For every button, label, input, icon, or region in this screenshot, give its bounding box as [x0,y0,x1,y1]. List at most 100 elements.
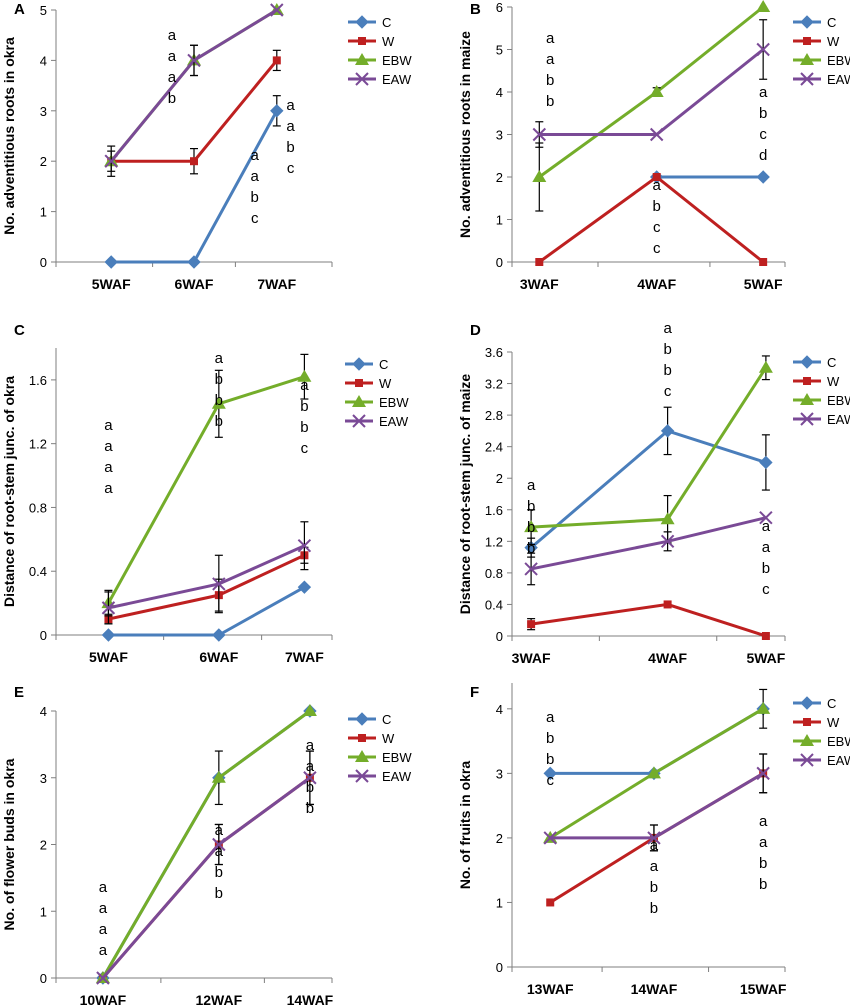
legend-item-w: W [348,34,395,49]
legend-label: EAW [827,753,850,768]
legend-label: W [382,34,395,49]
legend-item-eaw: EAW [348,72,412,87]
data-point [104,154,118,168]
legend-marker [355,750,369,762]
data-point [302,704,317,716]
legend-marker [803,37,811,45]
y-tick-label: 4 [496,702,503,717]
data-point [759,455,773,470]
legend-marker [800,393,814,405]
significance-letter: b [215,864,223,881]
significance-letter: a [99,942,108,959]
significance-letter: b [650,879,658,896]
legend-item-ebw: EBW [793,53,850,68]
marker-stroke [297,539,312,553]
marker-stroke [660,534,675,549]
y-tick-label: 2 [40,838,47,853]
significance-letter: b [215,371,223,388]
data-point [190,157,198,166]
significance-letter: a [650,837,659,854]
legend-marker [355,72,369,86]
significance-letter: c [653,240,661,257]
legend-label: EAW [827,412,850,427]
data-point [524,520,539,533]
significance-letter: a [286,118,295,135]
marker-stroke [303,771,317,785]
data-point [759,258,768,266]
significance-letter: a [251,168,260,185]
chart-panel-c: C 0 0.4 0.8 1.2 1.6 5WAF 6WAF 7WAF Distance of ro… [1,322,409,665]
significance-letter: a [99,921,108,938]
significance-letter: b [546,730,554,747]
legend-item-eaw: EAW [348,769,412,784]
legend-marker [803,377,811,385]
legend-marker [800,53,814,65]
data-point [649,127,664,142]
marker-stroke [187,53,201,68]
data-point [543,831,557,845]
significance-letter: b [215,392,223,409]
significance-letter: a [762,539,771,556]
y-tick-label: 4 [496,85,503,100]
marker-stroke [355,769,369,783]
marker-stroke [759,510,773,525]
panel-letter: D [470,322,481,339]
significance-letter: b [306,779,314,796]
significance-letter: b [546,93,554,110]
y-tick-label: 0 [40,255,47,270]
y-tick-label: 1 [40,205,47,220]
x-tick-label: 14WAF [631,981,678,997]
legend-label: C [382,15,391,30]
series-c [104,95,284,269]
series-ebw [95,704,317,983]
x-tick-label: 5WAF [744,276,783,292]
data-point [303,771,317,785]
legend-item-w: W [345,376,392,391]
legend-item-eaw: EAW [793,753,850,768]
legend-item-w: W [348,731,395,746]
legend-item-w: W [793,374,840,389]
legend-marker [800,15,814,29]
data-point [759,510,773,525]
legend-item-eaw: EAW [345,414,409,429]
series-line [530,602,767,638]
significance-letter: a [99,879,108,896]
y-tick-label: 1 [496,895,503,910]
series-c [101,580,312,642]
legend-label: EBW [827,53,850,68]
significance-letter: c [546,772,554,789]
y-axis-title: No. adventitious roots in maize [457,31,473,238]
significance-letter: a [104,480,113,497]
marker-stroke [104,154,118,168]
legend-item-ebw: EBW [793,734,850,749]
legend-label: EBW [382,53,412,68]
legend: CW EBW EAW [793,696,850,768]
data-point [646,766,661,779]
y-tick-label: 3 [40,104,47,119]
legend-marker [355,712,369,726]
y-tick-label: 2 [496,170,503,185]
x-tick-label: 5WAF [89,649,128,665]
significance-letter: b [251,189,259,206]
series-ebw [543,688,771,843]
data-point [663,600,672,609]
significance-letter: b [527,519,535,536]
x-tick-label: 14WAF [287,992,334,1008]
x-tick-label: 5WAF [746,650,785,666]
y-axis-title: Distance of root-stem junc. of maize [457,374,473,615]
series-c [649,170,770,184]
data-point [96,971,110,985]
significance-letter: b [546,72,554,89]
y-tick-label: 1.6 [29,373,47,388]
significance-letter: a [251,147,260,164]
series-c [524,406,773,558]
y-tick-label: 0 [40,628,47,643]
y-tick-label: 2 [496,471,503,486]
marker-stroke [96,971,110,985]
panel-letter: B [470,1,481,18]
legend-item-c: C [348,712,391,727]
legend-marker [352,414,366,428]
marker-stroke [756,42,770,57]
legend-marker [355,379,363,387]
